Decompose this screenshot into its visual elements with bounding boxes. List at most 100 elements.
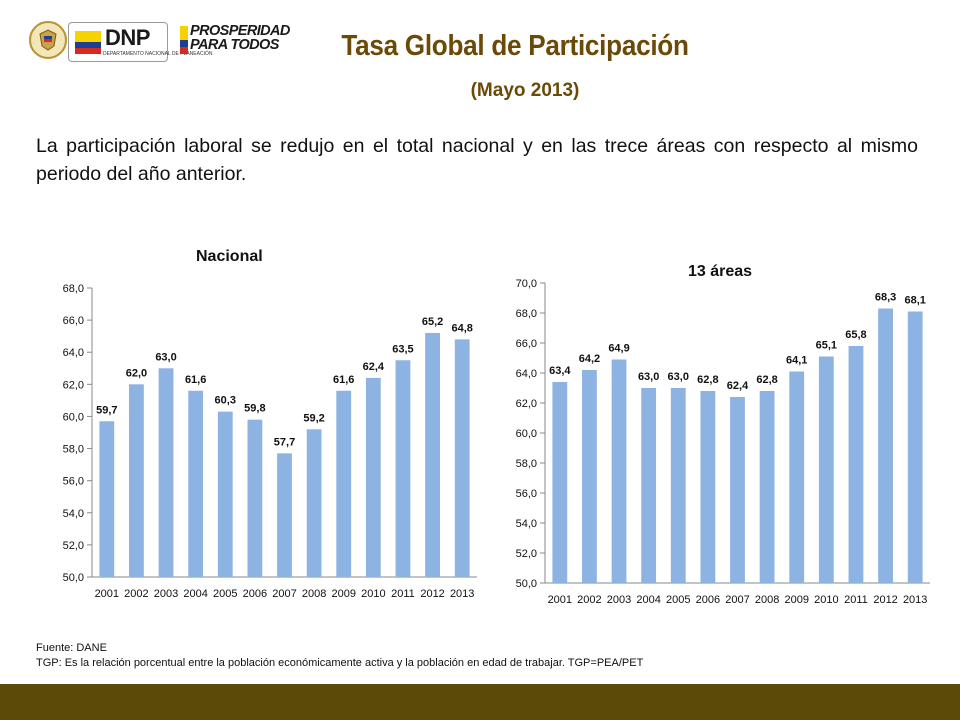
bar [129,384,144,577]
bar-value-label: 61,6 [333,374,354,386]
bar [730,397,745,583]
bar-value-label: 59,7 [96,404,117,416]
y-tick-label: 60,0 [516,428,537,440]
x-tick-label: 2006 [243,588,267,600]
bar [217,411,233,577]
dnp-name: DNP [105,25,150,50]
bar [454,339,470,577]
y-tick-label: 66,0 [63,315,84,327]
bar-value-label: 60,3 [215,395,236,407]
bar-value-label: 62,4 [363,361,385,373]
chart-nacional: 50,0 52,0 54,0 56,0 58,0 60,0 62,0 64,0 66,0 68,0… [63,283,477,600]
chart-13-areas: 50,0 52,0 54,0 56,0 58,0 60,0 62,0 64,0 66,0 68,0… [516,278,930,606]
bar-value-label: 65,8 [845,329,866,341]
bar-value-label: 62,8 [697,374,718,386]
bar [789,371,805,583]
y-tick-label: 64,0 [63,347,84,359]
bar [878,308,893,583]
x-tick-label: 2007 [725,594,749,606]
prosperidad-logo: PROSPERIDAD PARA TODOS [180,24,295,58]
y-tick-label: 68,0 [63,283,84,295]
y-tick-label: 58,0 [63,444,84,456]
bar [99,421,115,577]
bar-value-label: 64,2 [579,353,600,365]
x-tick-label: 2013 [903,594,927,606]
bar [759,391,775,583]
x-tick-label: 2009 [784,594,808,606]
x-tick-label: 2004 [183,588,207,600]
y-tick-label: 52,0 [63,540,84,552]
x-tick-label: 2008 [755,594,779,606]
bar [247,419,263,577]
y-tick-label: 60,0 [63,411,84,423]
y-tick-label: 52,0 [516,548,537,560]
y-tick-label: 62,0 [63,379,84,391]
y-tick-label: 56,0 [63,476,84,488]
y-tick-label: 54,0 [63,508,84,520]
y-tick-label: 54,0 [516,518,537,530]
bottom-band [0,684,960,720]
bar [395,360,411,577]
bar-value-label: 61,6 [185,374,206,386]
x-tick-label: 2011 [844,594,868,606]
y-tick-label: 62,0 [516,398,537,410]
x-tick-label: 2002 [124,588,148,600]
x-tick-label: 2008 [302,588,326,600]
bar-value-label: 63,0 [155,351,176,363]
x-tick-label: 2006 [696,594,720,606]
bar [365,377,381,577]
intro-text: La participación laboral se redujo en el… [36,135,918,185]
x-tick-label: 2010 [814,594,838,606]
bar [277,453,292,577]
bar [552,382,568,583]
x-tick-label: 2001 [95,588,119,600]
footer-note: TGP: Es la relación porcentual entre la … [36,657,644,669]
x-tick-label: 2012 [420,588,444,600]
bar-value-label: 68,3 [875,292,896,304]
chart-title-nacional: Nacional [196,248,263,265]
bar [818,356,834,583]
bar-value-label: 62,8 [756,374,777,386]
bar-value-label: 59,8 [244,403,265,415]
x-tick-label: 2010 [361,588,385,600]
slogan-line-1: PROSPERIDAD [190,23,290,39]
bar [670,388,686,583]
bar [700,391,716,583]
y-tick-label: 58,0 [516,458,537,470]
y-tick-label: 56,0 [516,488,537,500]
y-tick-label: 68,0 [516,308,537,320]
bar-value-label: 64,1 [786,355,807,367]
x-tick-label: 2011 [391,588,415,600]
bar [425,332,440,577]
bar-value-label: 63,0 [668,371,689,383]
x-tick-label: 2001 [548,594,572,606]
bar-value-label: 63,4 [549,365,571,377]
y-tick-label: 66,0 [516,338,537,350]
page-title: Tasa Global de Participación [341,30,689,62]
bar-value-label: 65,1 [816,340,837,352]
y-tick-label: 70,0 [516,278,537,290]
bar-value-label: 62,4 [727,380,749,392]
bar [158,368,174,577]
bar-value-label: 62,0 [126,367,147,379]
x-tick-label: 2007 [272,588,296,600]
colombia-seal-icon [29,21,67,59]
y-tick-label: 50,0 [63,572,84,584]
page-subtitle: (Mayo 2013) [470,80,580,101]
bar [907,311,923,583]
bar-value-label: 63,0 [638,371,659,383]
x-tick-label: 2012 [873,594,897,606]
x-tick-label: 2005 [213,588,237,600]
chart-title-13-areas: 13 áreas [688,263,753,280]
bar [188,390,204,577]
bar [336,390,352,577]
bar-value-label: 64,8 [451,322,472,334]
bar-value-label: 63,5 [392,343,413,355]
footer-source: Fuente: DANE [36,642,107,654]
slogan-line-2: PARA TODOS [190,37,279,53]
x-tick-label: 2009 [331,588,355,600]
bar [848,346,864,583]
bar-value-label: 64,9 [608,343,629,355]
y-tick-label: 64,0 [516,368,537,380]
y-tick-label: 50,0 [516,578,537,590]
